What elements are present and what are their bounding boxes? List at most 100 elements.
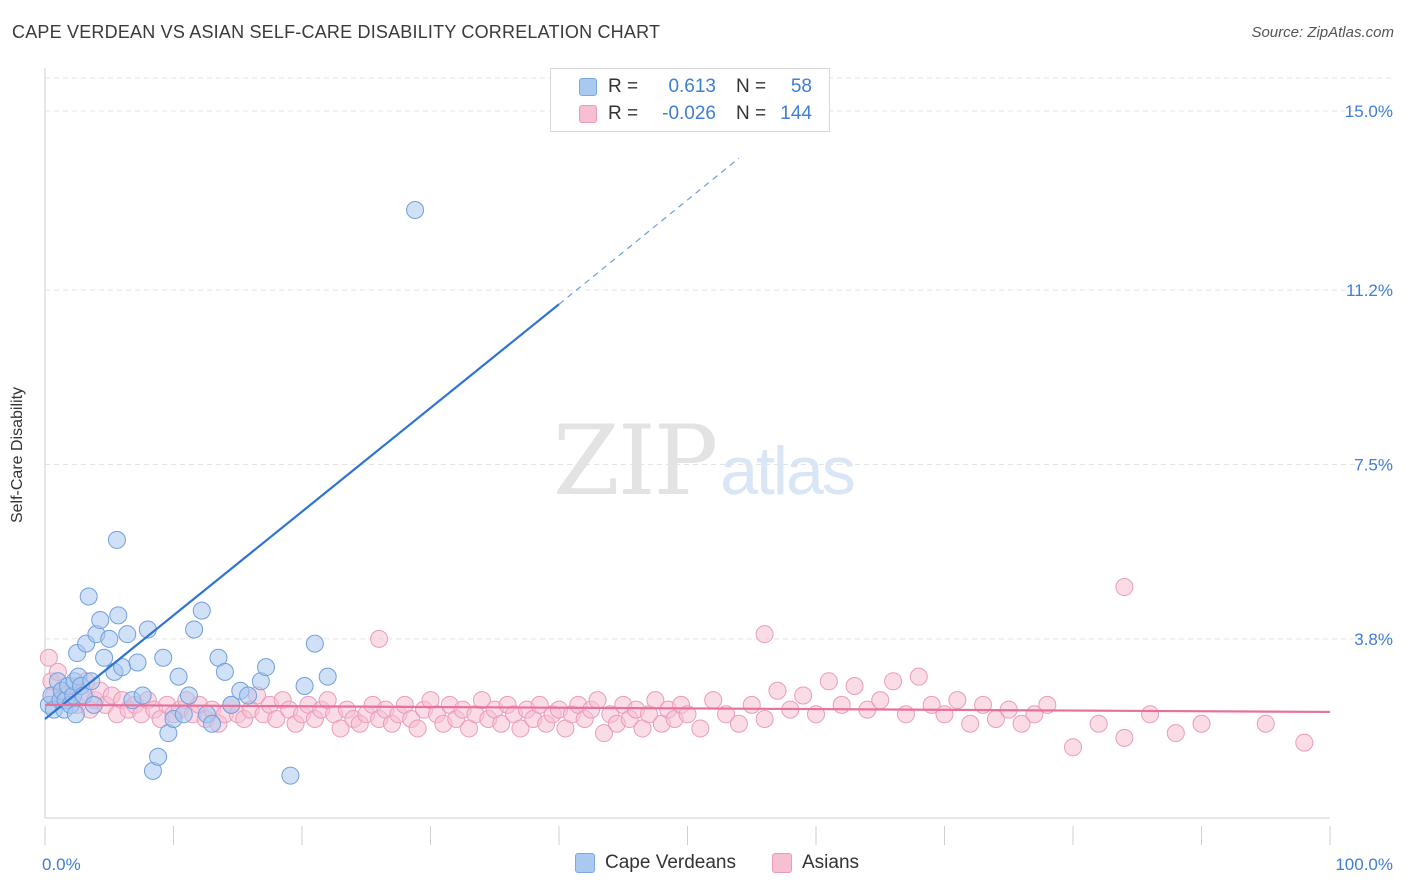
cape-verdean-point xyxy=(318,667,337,686)
asian-point xyxy=(1295,733,1314,752)
asian-point xyxy=(511,719,530,738)
legend-swatch-blue xyxy=(575,853,595,873)
trend-lines xyxy=(44,157,1331,720)
cape-verdean-point xyxy=(295,677,314,696)
cape-verdean-point xyxy=(154,648,173,667)
cape-verdean-point xyxy=(179,686,198,705)
y-tick-label: 15.0% xyxy=(1345,102,1393,121)
watermark: ZIPatlas xyxy=(553,405,856,517)
cape-verdean-point xyxy=(257,658,276,677)
legend-n-label: N = xyxy=(736,76,767,97)
series-legend: Cape Verdeans Asians xyxy=(0,852,1406,878)
legend-item-cape-verdeans[interactable]: Cape Verdeans xyxy=(575,852,736,874)
asian-point xyxy=(845,677,864,696)
asian-point xyxy=(948,691,967,710)
asian-point xyxy=(331,719,350,738)
legend-row-asians: R = -0.026 N = 144 xyxy=(551,101,812,127)
asian-point xyxy=(717,705,736,724)
legend-swatch-pink xyxy=(772,853,792,873)
asian-point xyxy=(755,625,774,644)
source-credit: Source: ZipAtlas.com xyxy=(1251,24,1394,41)
asian-point xyxy=(678,705,697,724)
asian-point xyxy=(896,705,915,724)
asian-point xyxy=(408,719,427,738)
legend-row-cape-verdeans: R = 0.613 N = 58 xyxy=(551,74,812,100)
legend-r-label: R = xyxy=(608,76,639,97)
axes xyxy=(44,68,1331,845)
cape-verdean-point xyxy=(100,629,119,648)
cape-verdean-point xyxy=(107,530,126,549)
legend-item-asians[interactable]: Asians xyxy=(772,852,859,874)
asian-point xyxy=(794,686,813,705)
legend-r-label: R = xyxy=(608,103,639,124)
cape-verdean-point xyxy=(185,620,204,639)
asian-point xyxy=(39,648,58,667)
legend-label: Cape Verdeans xyxy=(605,852,736,873)
y-tick-label: 11.2% xyxy=(1346,281,1393,300)
legend-n-label: N = xyxy=(736,103,767,124)
asian-point xyxy=(1012,714,1031,733)
asian-point xyxy=(1192,714,1211,733)
x-tick-label-min: 0.0% xyxy=(42,855,81,874)
asian-point xyxy=(961,714,980,733)
cape-verdean-point xyxy=(79,587,98,606)
asian-point xyxy=(530,695,549,714)
cape-verdean-point xyxy=(91,611,110,630)
asian-point xyxy=(704,691,723,710)
asian-point xyxy=(588,691,607,710)
cape-verdean-point xyxy=(133,686,152,705)
legend-r-value: 0.613 xyxy=(668,76,716,97)
legend-n-value: 58 xyxy=(790,76,812,97)
cape-verdean-point xyxy=(66,705,85,724)
asian-point xyxy=(819,672,838,691)
legend-n-value: 144 xyxy=(780,103,812,124)
cape-verdean-point xyxy=(174,705,193,724)
asian-point xyxy=(755,710,774,729)
tick-labels: 3.8% 7.5% 11.2% 15.0% 0.0% 100.0% xyxy=(42,102,1393,874)
cape-verdean-point xyxy=(128,653,147,672)
asian-point xyxy=(1038,695,1057,714)
cape-verdean-point xyxy=(118,625,137,644)
asian-point xyxy=(832,695,851,714)
cape-verdean-point xyxy=(149,747,168,766)
asian-point xyxy=(472,691,491,710)
asian-point xyxy=(871,691,890,710)
cape-verdean-point xyxy=(406,200,425,219)
cape-verdean-point xyxy=(109,606,128,625)
cape-verdean-point xyxy=(215,662,234,681)
cape-verdean-point xyxy=(239,686,258,705)
asian-point xyxy=(691,719,710,738)
y-tick-label: 3.8% xyxy=(1354,630,1393,649)
x-tick-label-max: 100.0% xyxy=(1335,855,1393,874)
asian-point xyxy=(370,629,389,648)
cape-verdean-point xyxy=(169,667,188,686)
asian-point xyxy=(729,714,748,733)
asian-point xyxy=(594,724,613,743)
legend-label: Asians xyxy=(802,852,860,873)
y-axis-label: Self-Care Disability xyxy=(9,386,26,524)
y-tick-label: 7.5% xyxy=(1354,455,1393,474)
asian-point xyxy=(742,695,761,714)
cape-verdean-point xyxy=(305,634,324,653)
cape-verdean-trend-extension xyxy=(558,157,740,305)
legend-r-value: -0.026 xyxy=(662,103,716,124)
asian-point xyxy=(1166,724,1185,743)
asian-point xyxy=(1115,728,1134,747)
asian-point xyxy=(1115,578,1134,597)
asian-point xyxy=(267,710,286,729)
cape-verdean-point xyxy=(95,648,114,667)
legend-swatch-pink xyxy=(579,105,597,123)
cape-verdean-point xyxy=(192,601,211,620)
asian-point xyxy=(935,705,954,724)
watermark-zip: ZIP xyxy=(553,405,718,517)
chart-title: CAPE VERDEAN VS ASIAN SELF-CARE DISABILI… xyxy=(12,22,661,42)
watermark-atlas: atlas xyxy=(720,433,856,509)
asian-point xyxy=(909,667,928,686)
asian-point xyxy=(492,714,511,733)
asian-point xyxy=(1064,738,1082,757)
asian-point xyxy=(1089,714,1108,733)
cape-verdean-point xyxy=(281,766,300,785)
asian-point xyxy=(768,681,787,700)
asian-trend-line xyxy=(44,703,1331,714)
